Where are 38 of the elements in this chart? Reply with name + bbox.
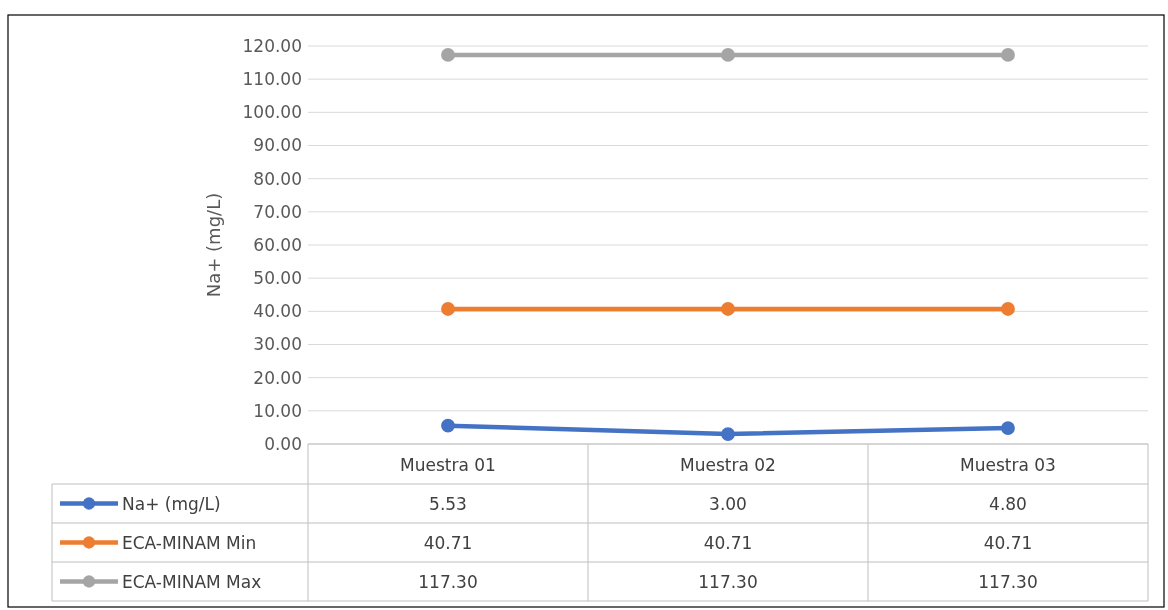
data-label: 40.71 (423, 532, 473, 553)
data-label: 117.30 (698, 571, 758, 592)
y-tick-label: 100.00 (242, 102, 302, 123)
legend-label: ECA-MINAM Max (122, 571, 262, 592)
y-tick-label: 120.00 (242, 35, 302, 56)
x-tick-label: Muestra 01 (400, 455, 496, 475)
legend-label: ECA-MINAM Min (122, 532, 257, 553)
point (1001, 302, 1015, 316)
point (721, 302, 735, 316)
point (441, 418, 455, 433)
y-tick-label: 90.00 (253, 135, 302, 156)
y-tick-label: 20.00 (253, 367, 302, 388)
y-tick-label: 50.00 (253, 268, 302, 289)
y-tick-label: 0.00 (264, 433, 302, 454)
y-tick-label: 10.00 (253, 400, 302, 421)
point (721, 48, 735, 62)
data-label: 3.00 (709, 493, 747, 514)
legend-label: Na+ (mg/L) (122, 493, 221, 514)
point (1001, 48, 1015, 62)
data-label: 4.80 (989, 493, 1027, 514)
y-tick-label: 60.00 (253, 234, 302, 255)
data-label: 5.53 (429, 493, 467, 514)
point (721, 427, 735, 441)
y-tick-label: 30.00 (253, 334, 302, 355)
data-label: 40.71 (703, 532, 753, 553)
y-tick-label: 70.00 (253, 201, 302, 222)
y-axis-title: Na+ (mg/L) (203, 192, 224, 298)
point (1001, 421, 1015, 435)
y-tick-label: 110.00 (242, 69, 302, 90)
point (441, 302, 455, 316)
x-tick-label: Muestra 02 (680, 455, 776, 475)
y-tick-label: 40.00 (253, 301, 302, 322)
data-label: 40.71 (983, 532, 1033, 553)
y-tick-label: 80.00 (253, 168, 302, 189)
x-tick-label: Muestra 03 (960, 455, 1056, 475)
data-label: 117.30 (978, 571, 1038, 592)
data-label: 117.30 (418, 571, 478, 592)
point (441, 48, 455, 62)
